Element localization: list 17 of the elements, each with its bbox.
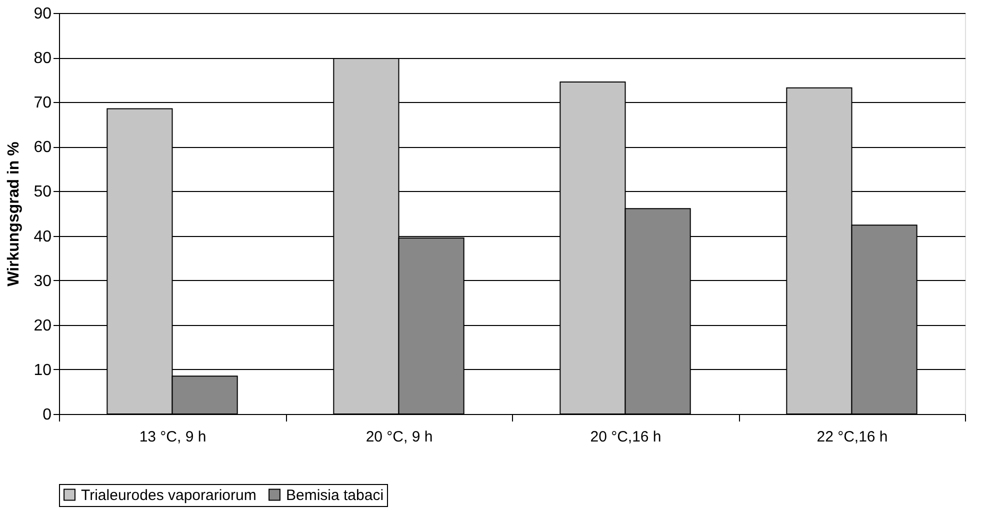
y-tick-label: 0: [42, 406, 52, 424]
legend-label: Bemisia tabaci: [286, 486, 384, 504]
y-tick-label: 60: [34, 139, 52, 156]
y-tick-label: 10: [34, 362, 52, 379]
y-tick-label: 50: [34, 184, 52, 201]
legend-label: Trialeurodes vaporariorum: [81, 486, 256, 504]
y-axis-title: Wirkungsgrad in %: [6, 142, 23, 286]
y-tick-label: 30: [34, 272, 52, 290]
x-tick-label: 13 °C, 9 h: [139, 428, 206, 446]
x-tick-label: 20 °C, 9 h: [366, 428, 433, 446]
y-tick-label: 40: [34, 228, 52, 246]
x-tick-label: 22 °C,16 h: [816, 428, 888, 446]
x-tick-label: 20 °C,16 h: [590, 428, 662, 446]
y-tick-label: 70: [34, 94, 52, 112]
y-tick-label: 80: [34, 50, 52, 68]
y-tick-label: 20: [34, 317, 52, 334]
y-tick-label: 90: [34, 6, 52, 22]
